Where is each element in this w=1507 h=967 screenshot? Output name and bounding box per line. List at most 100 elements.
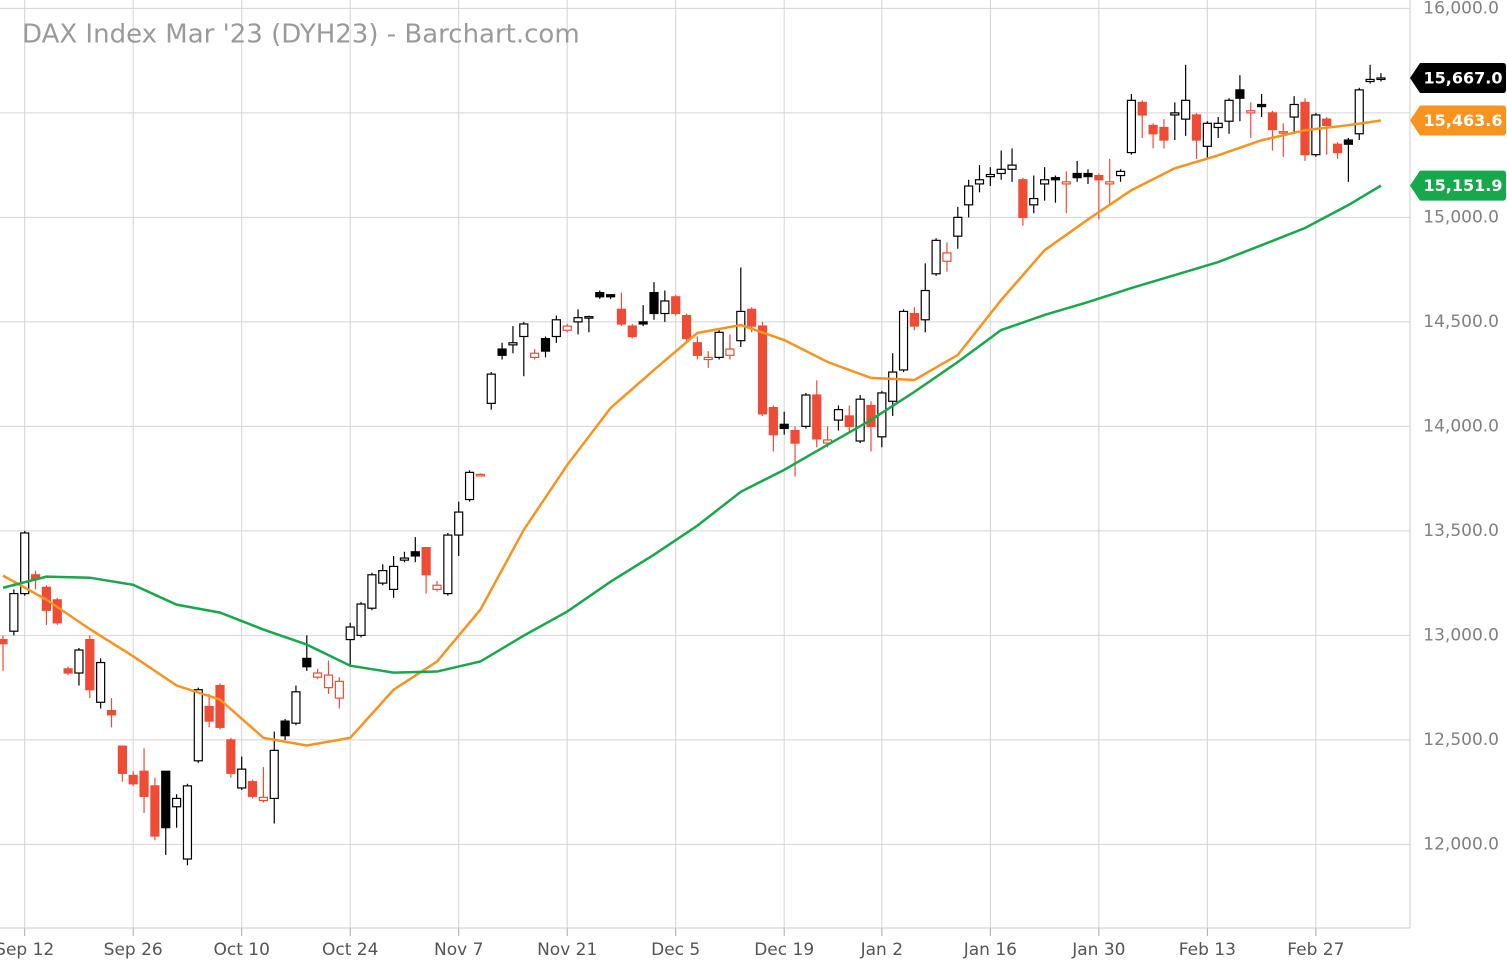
candle-body [63, 668, 73, 674]
candle-body [964, 185, 974, 206]
candle-body [909, 312, 920, 327]
candle-body [530, 352, 540, 359]
chart-title: DAX Index Mar '23 (DYH23) - Barchart.com [22, 20, 580, 50]
candle-body [779, 423, 789, 430]
price-tag: 15,667.0 [1410, 62, 1506, 93]
candle-body [258, 796, 268, 802]
candle-body [85, 638, 95, 691]
candle-body [1115, 170, 1126, 177]
candle-body [1061, 181, 1071, 185]
candle-body [649, 292, 659, 315]
x-tick-label: Sep 12 [0, 940, 54, 960]
candle-body [1007, 164, 1017, 170]
candle-body [204, 705, 214, 722]
candle-body [747, 308, 757, 327]
y-tick-label: 14,000.0 [1423, 416, 1499, 436]
candle-body [497, 348, 507, 356]
candle-body [1191, 114, 1202, 141]
candle-body [20, 532, 30, 595]
candle-body [128, 774, 138, 785]
x-tick-label: Sep 26 [104, 940, 163, 960]
candle-body [888, 371, 898, 402]
candle-body [953, 216, 963, 237]
x-tick-label: Jan 2 [860, 940, 903, 960]
candle-body [1029, 197, 1039, 206]
candle-body [1094, 174, 1104, 181]
x-tick-label: Dec 5 [651, 940, 700, 960]
candle-body [1126, 99, 1137, 154]
candle-body [920, 289, 930, 321]
candle-body [421, 547, 431, 576]
price-tag-shape [1410, 62, 1506, 93]
candle-body [117, 745, 127, 774]
candle-body [313, 672, 323, 678]
candle-body [1137, 101, 1147, 116]
candle-body [519, 323, 529, 338]
candle-body [1246, 110, 1256, 114]
candle-body [302, 657, 312, 668]
price-tag-label: 15,463.6 [1424, 111, 1503, 130]
candle-body [106, 710, 117, 716]
candle-body [1332, 143, 1343, 154]
candle-body [985, 173, 995, 178]
x-tick-label: Jan 30 [1071, 940, 1125, 960]
candle-body [1235, 89, 1245, 99]
candle-body [508, 342, 518, 346]
candle-body [172, 797, 182, 808]
price-tag-shape [1410, 170, 1506, 201]
candle-body [725, 348, 735, 356]
candle-body [768, 406, 778, 436]
candle-body [866, 404, 876, 427]
candle-body [996, 168, 1006, 175]
candle-body [844, 415, 854, 427]
x-tick-label: Nov 21 [537, 940, 597, 960]
candle-body [714, 331, 724, 359]
candle-body [584, 316, 594, 319]
candle-body [692, 342, 703, 356]
candle-body [605, 294, 616, 298]
candle-body [1148, 124, 1158, 135]
candle-body [345, 626, 355, 641]
x-tick-label: Oct 24 [322, 940, 378, 960]
moving-average [2, 119, 1382, 747]
candle-body [1159, 126, 1169, 141]
marks [0, 64, 1386, 866]
price-tag-label: 15,151.9 [1424, 176, 1503, 195]
candle-body [1300, 101, 1310, 156]
candle-body [595, 292, 605, 298]
candle-body [974, 179, 985, 185]
y-tick-label: 15,000.0 [1423, 207, 1499, 227]
candle-body [1289, 103, 1299, 118]
candle-body [215, 684, 225, 728]
candle-body [475, 473, 485, 477]
candle-body [1256, 103, 1267, 108]
moving-average [2, 184, 1382, 674]
x-tick-label: Jan 16 [963, 940, 1017, 960]
y-tick-label: 14,500.0 [1423, 312, 1499, 332]
x-tick-label: Feb 13 [1179, 940, 1236, 960]
candle-body [161, 770, 171, 829]
candle-body [1050, 177, 1061, 181]
candle-body [226, 739, 236, 774]
candle-body [410, 551, 420, 557]
candle-body [551, 319, 561, 338]
candle-body [671, 296, 681, 315]
candle-body [790, 429, 800, 444]
price-tag-shape [1410, 105, 1506, 136]
candle-body [247, 781, 258, 797]
candle-body [150, 785, 160, 837]
candle-body [1343, 139, 1354, 145]
candle-body [1365, 78, 1375, 83]
x-tick-label: Dec 19 [754, 940, 814, 960]
candle-body [323, 674, 334, 689]
candle-body [486, 373, 496, 404]
y-tick-label: 13,000.0 [1423, 625, 1499, 645]
candle-body [1083, 172, 1093, 178]
candle-body [1213, 122, 1223, 129]
candle-body [96, 661, 106, 703]
candle-body [681, 315, 692, 340]
candle-body [1278, 131, 1288, 134]
candle-body [1181, 99, 1191, 120]
candle-body [237, 768, 247, 789]
candle-body [334, 680, 344, 699]
